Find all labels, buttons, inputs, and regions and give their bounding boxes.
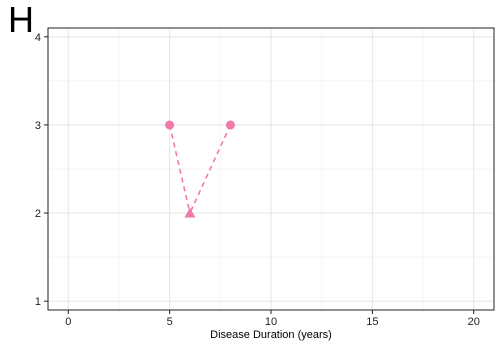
circle-point: [225, 120, 235, 130]
x-tick-label: 0: [65, 316, 71, 328]
y-tick-label: 1: [35, 296, 41, 308]
x-tick-label: 10: [265, 316, 277, 328]
y-tick-label: 2: [35, 208, 41, 220]
triangle-point: [184, 207, 196, 218]
panel-label: H: [8, 0, 34, 40]
major-gridlines: [48, 28, 494, 310]
x-tick-label: 15: [366, 316, 378, 328]
x-axis-ticks: 0 5 10 15 20: [65, 310, 480, 328]
dashed-connector-line: [168, 124, 191, 214]
y-tick-label: 4: [35, 32, 41, 44]
x-tick-label: 20: [468, 316, 480, 328]
x-tick-label: 5: [167, 316, 173, 328]
y-axis-ticks: 1 2 3 4: [35, 32, 48, 308]
x-axis-title: Disease Duration (years): [210, 329, 332, 341]
circle-point: [165, 120, 175, 130]
y-tick-label: 3: [35, 120, 41, 132]
dashed-connector-line: [189, 124, 232, 214]
data-points: [165, 120, 235, 218]
connecting-lines: [168, 124, 232, 214]
